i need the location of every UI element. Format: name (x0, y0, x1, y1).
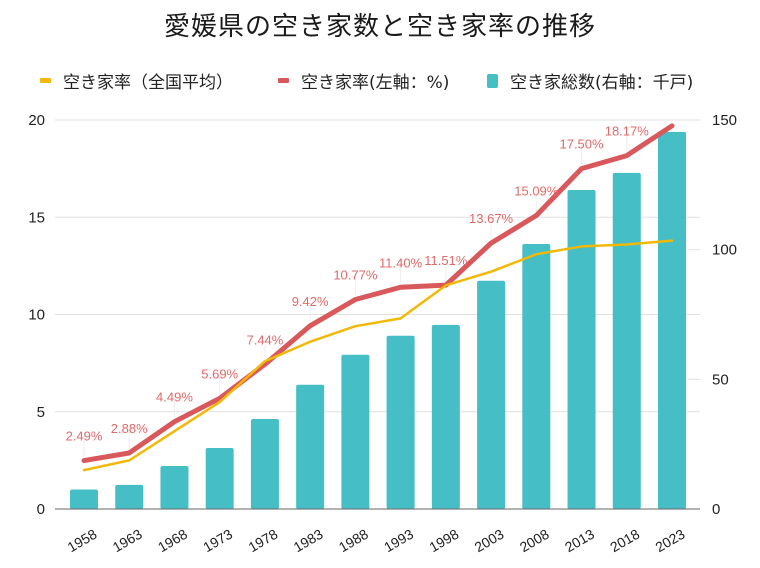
left-tick-label: 10 (28, 307, 45, 324)
line-national-rate (82, 239, 674, 472)
x-tick-label: 1968 (155, 526, 190, 556)
bar-2013 (567, 190, 596, 509)
legend-swatch-ehime-rate (278, 78, 289, 83)
data-label-2013: 17.50% (559, 137, 604, 152)
line-ehime-rate (81, 123, 675, 464)
data-label-1958: 2.49% (66, 429, 103, 444)
bar-1998 (431, 324, 460, 509)
bar-1973 (205, 448, 234, 509)
left-tick-label: 5 (37, 404, 45, 421)
data-label-2008: 15.09% (514, 183, 559, 198)
x-tick-label: 1978 (245, 526, 280, 556)
x-tick-label: 2003 (472, 526, 507, 556)
legend-item-national-rate[interactable]: 空き家率（全国平均） (40, 68, 233, 93)
x-tick-label: 2008 (517, 526, 552, 556)
legend-label-ehime-rate: 空き家率(左軸：%) (301, 73, 450, 93)
left-tick-label: 20 (28, 112, 45, 129)
x-tick-label: 2018 (607, 526, 642, 556)
x-axis: 1958 1963 1968 1973 1978 1983 1988 1993 1998 2003… (65, 526, 688, 556)
x-tick-label: 1958 (65, 526, 100, 556)
left-tick-label: 15 (28, 209, 45, 226)
bar-1983 (296, 384, 325, 509)
data-labels: 2.49% 2.88% 4.49% 5.69% 7.44% 9.42% 10.77%11.4… (66, 124, 650, 457)
bar-1988 (341, 354, 370, 509)
legend-label-vacant-count: 空き家総数(右軸：千戸) (510, 73, 694, 93)
legend-item-vacant-count[interactable]: 空き家総数(右軸：千戸) (487, 68, 693, 93)
right-tick-label: 0 (712, 501, 720, 518)
data-label-1998: 11.51% (424, 253, 468, 268)
x-tick-label: 1993 (381, 526, 416, 556)
data-label-2003: 13.67% (469, 211, 514, 226)
x-tick-label: 1998 (426, 526, 461, 556)
left-axis: 0 5 10 15 20 (28, 112, 45, 518)
bar-1958 (70, 489, 98, 509)
right-tick-label: 150 (712, 112, 737, 129)
legend-swatch-vacant-count (487, 73, 498, 88)
bar-1993 (386, 335, 415, 509)
x-tick-label: 1973 (200, 526, 235, 556)
data-label-1993: 11.40% (379, 255, 423, 270)
x-tick-label: 1983 (291, 526, 326, 556)
legend-swatch-national-rate (40, 78, 51, 83)
bar-series-vacant-count (70, 131, 686, 510)
right-tick-label: 50 (712, 371, 729, 388)
data-label-1973: 5.69% (201, 366, 238, 381)
legend: 空き家率（全国平均） 空き家率(左軸：%) 空き家総数(右軸：千戸) (0, 68, 760, 94)
data-label-2018: 18.17% (605, 124, 650, 139)
data-label-1978: 7.44% (246, 332, 283, 347)
bar-2008 (522, 243, 551, 509)
data-label-1988: 10.77% (333, 268, 378, 283)
line-series (81, 123, 675, 472)
legend-label-national-rate: 空き家率（全国平均） (63, 73, 233, 93)
bar-1963 (115, 484, 144, 509)
chart-title: 愛媛県の空き家数と空き家率の推移 (163, 12, 596, 42)
data-label-1968: 4.49% (156, 390, 193, 405)
bar-2023 (658, 131, 686, 510)
left-tick-label: 0 (37, 501, 45, 518)
bar-1978 (250, 419, 279, 509)
bar-1968 (160, 465, 189, 509)
bar-2018 (612, 172, 641, 510)
x-tick-label: 1963 (110, 526, 145, 556)
data-label-1983: 9.42% (292, 294, 329, 309)
data-label-1963: 2.88% (111, 421, 148, 436)
legend-item-ehime-rate[interactable]: 空き家率(左軸：%) (278, 68, 449, 93)
x-tick-label: 1988 (336, 526, 371, 556)
right-tick-label: 100 (712, 242, 737, 259)
x-tick-label: 2023 (653, 526, 688, 556)
x-tick-label: 2013 (562, 526, 597, 556)
right-axis: 0 50 100 150 (688, 112, 737, 518)
bar-2003 (477, 280, 506, 509)
